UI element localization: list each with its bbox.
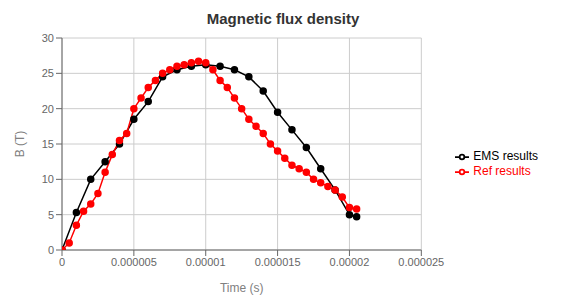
svg-text:10: 10 (42, 173, 54, 185)
svg-text:B (T): B (T) (13, 131, 27, 158)
html-text:EMS results: EMS results (473, 149, 538, 164)
svg-text:0.000025: 0.000025 (398, 256, 444, 268)
svg-text:0.000005: 0.000005 (111, 256, 157, 268)
svg-text:25: 25 (42, 67, 54, 79)
html-text:Ref results: Ref results (473, 164, 531, 178)
svg-text:30: 30 (42, 32, 54, 44)
html-text:Magnetic flux density: Magnetic flux density (206, 10, 360, 27)
svg-text:0: 0 (59, 256, 65, 268)
svg-text:5: 5 (48, 209, 54, 221)
svg-text:20: 20 (42, 103, 54, 115)
svg-text:Time (s): Time (s) (220, 281, 264, 295)
svg-text:15: 15 (42, 138, 54, 150)
svg-text:0: 0 (48, 244, 54, 256)
svg-text:0.00002: 0.00002 (330, 256, 370, 268)
svg-text:0.000015: 0.000015 (255, 256, 301, 268)
svg-text:0.00001: 0.00001 (186, 256, 226, 268)
